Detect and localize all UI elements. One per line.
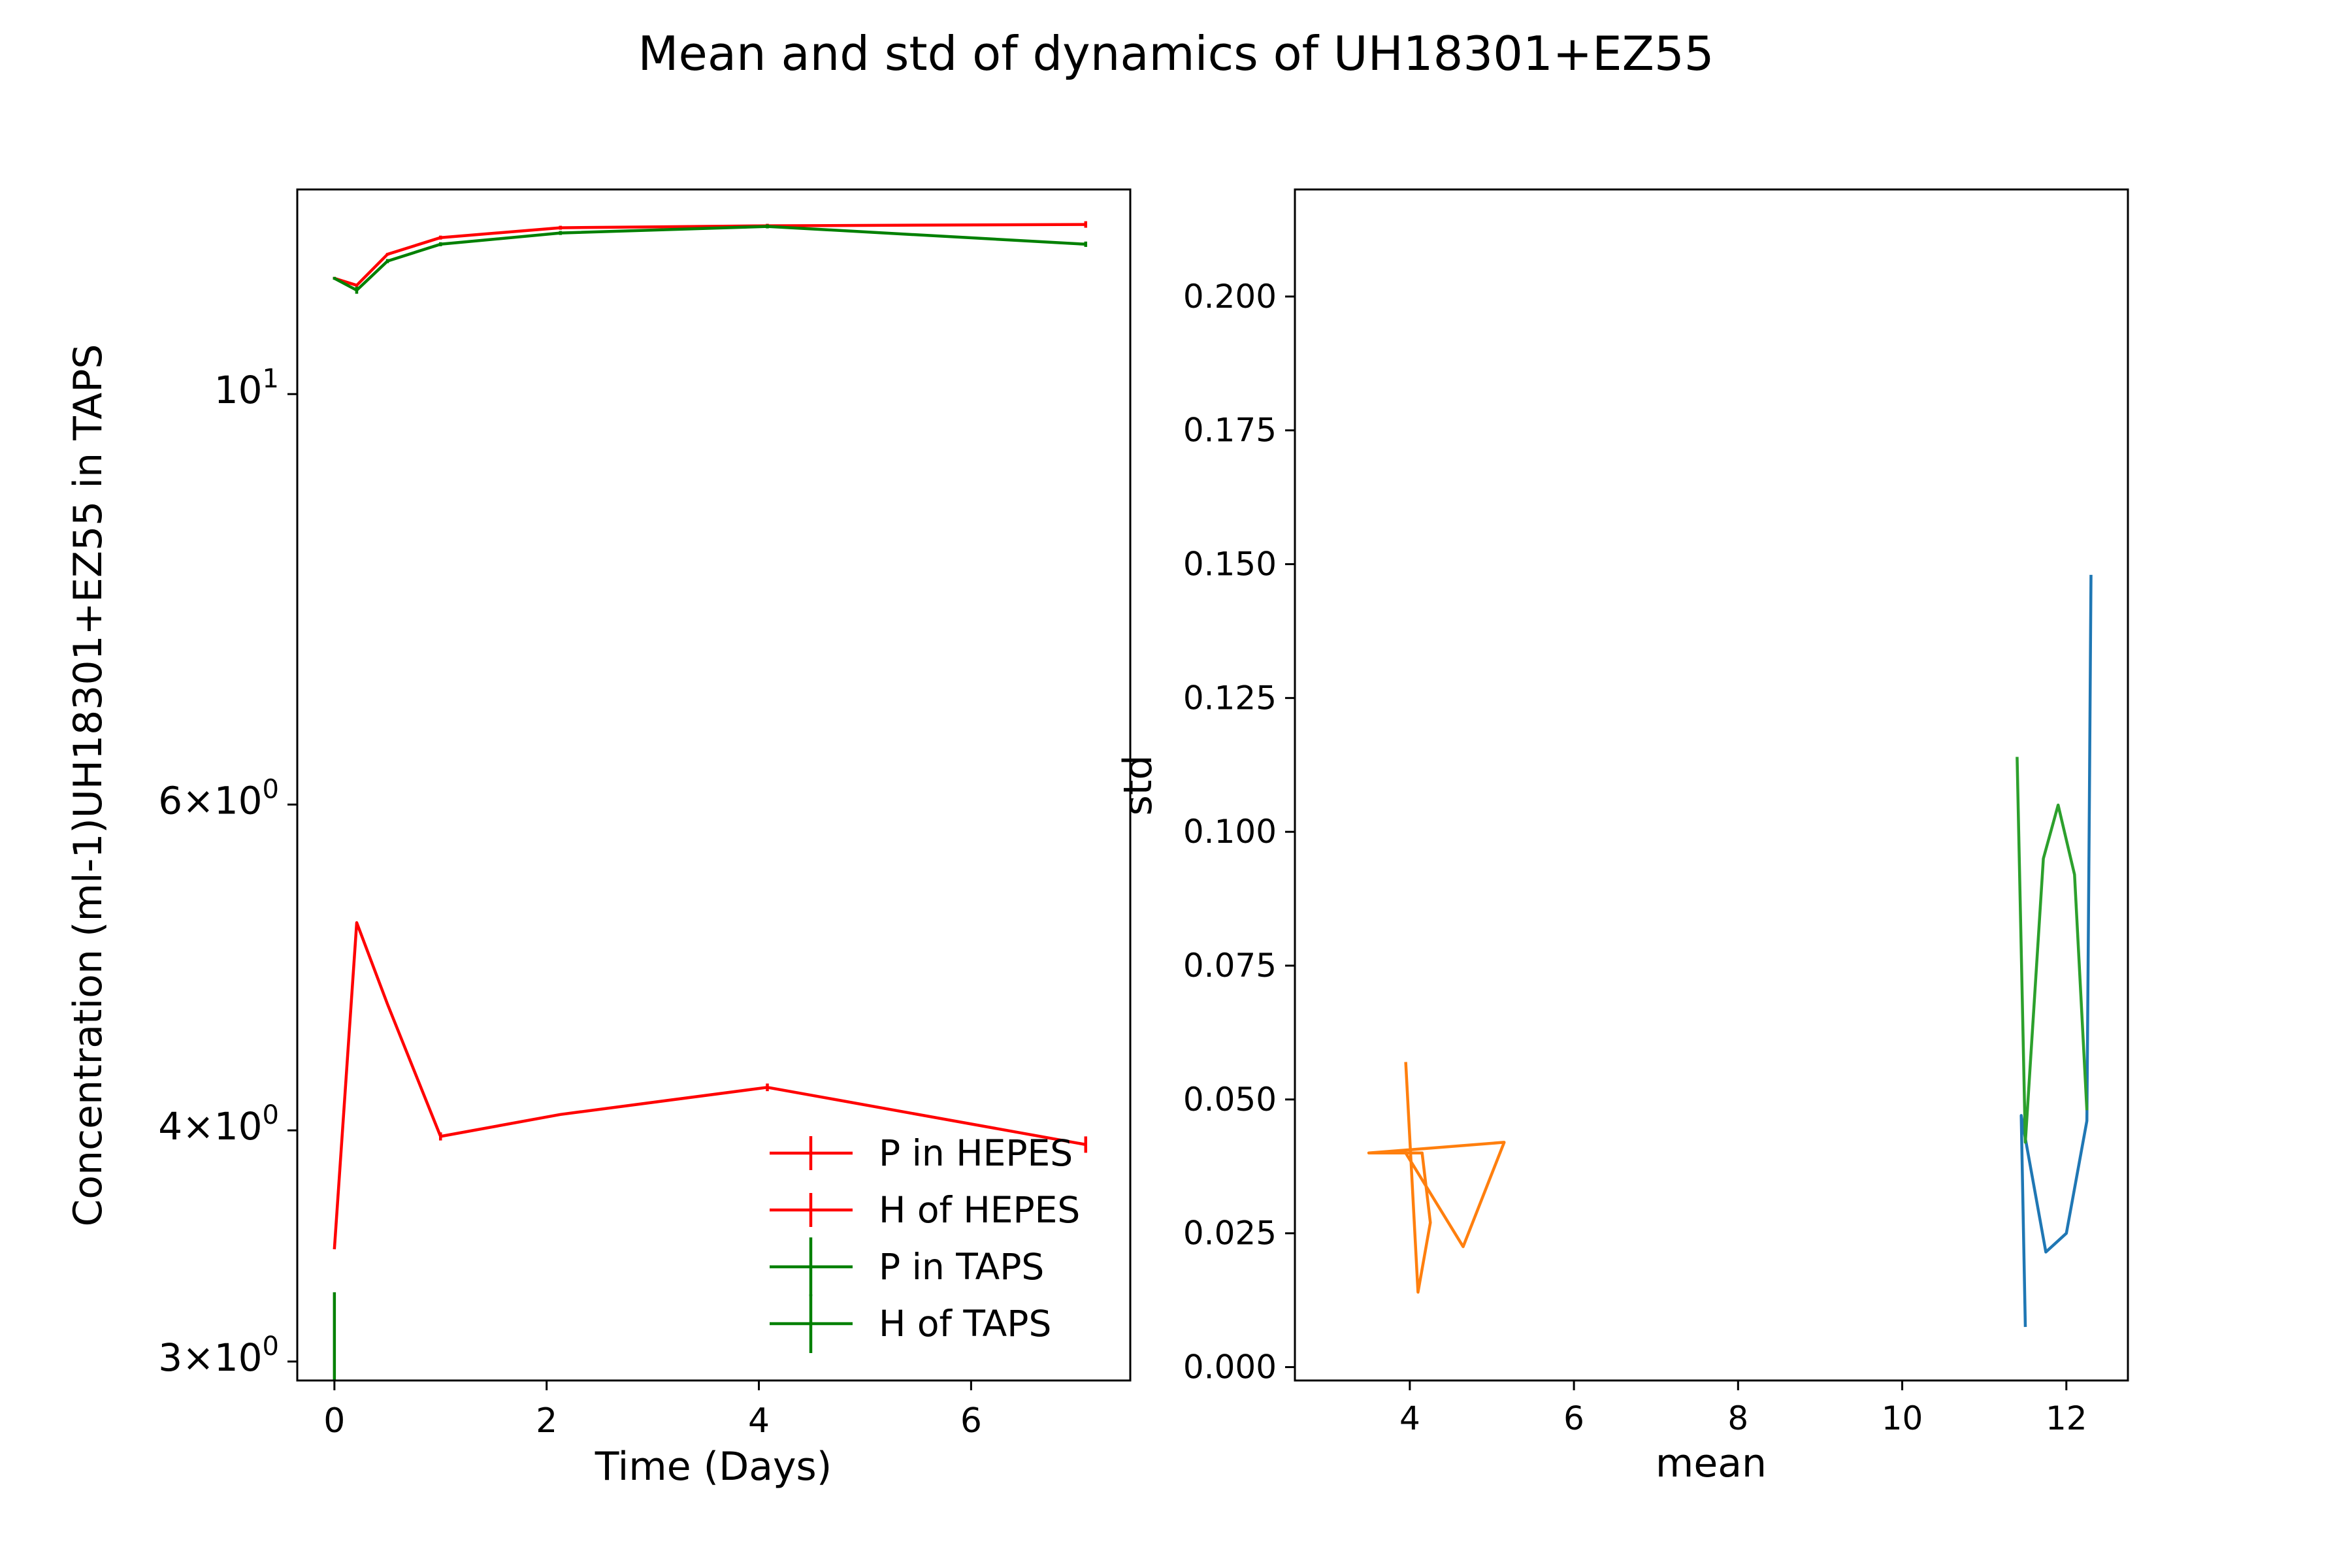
time-series-y-ticks: 3×100 4×100 6×100 101 xyxy=(158,364,297,1380)
x-tick-label: 10 xyxy=(1882,1399,1923,1437)
mean-std-x-ticks: 4 6 8 10 12 xyxy=(1399,1380,2087,1437)
legend-entry: P in TAPS xyxy=(770,1237,1044,1296)
figure-title: Mean and std of dynamics of UH18301+EZ55 xyxy=(638,26,1714,81)
y-tick-label: 0.125 xyxy=(1183,679,1277,717)
series-line-2 xyxy=(2016,757,2089,1144)
series-1 xyxy=(333,921,1088,1250)
time-series-x-ticks: 0 2 4 6 xyxy=(323,1380,982,1441)
mean-std-x-label: mean xyxy=(1656,1441,1767,1486)
y-tick-label: 0.050 xyxy=(1183,1081,1277,1119)
series-2 xyxy=(333,224,1088,294)
time-series-legend: P in HEPES H of HEPES P in TAPS H of TAPS xyxy=(770,1132,1080,1353)
x-tick-label: 4 xyxy=(748,1401,770,1441)
y-tick-label: 101 xyxy=(214,364,279,412)
series-line-1 xyxy=(1367,1062,1506,1294)
x-tick-label: 12 xyxy=(2046,1399,2087,1437)
x-tick-label: 8 xyxy=(1727,1399,1748,1437)
x-tick-label: 6 xyxy=(1563,1399,1584,1437)
y-tick-label: 0.075 xyxy=(1183,947,1277,985)
y-tick-label: 3×100 xyxy=(158,1331,279,1380)
legend-label: P in TAPS xyxy=(879,1246,1044,1288)
x-tick-label: 4 xyxy=(1399,1399,1420,1437)
mean-std-panel: 4 6 8 10 12 0.0000.0250.0500.0750.1000.1250.… xyxy=(1115,188,2129,1486)
x-tick-label: 2 xyxy=(536,1401,557,1441)
mean-std-y-ticks: 0.000 0.025 0.050 0.075 0.100 0.125 0.150 0.175… xyxy=(1183,278,1295,1386)
mean-std-y-label: std xyxy=(1115,755,1161,816)
y-tick-label: 0.200 xyxy=(1183,278,1277,316)
legend-entry: H of TAPS xyxy=(770,1294,1051,1353)
x-tick-label: 0 xyxy=(323,1401,345,1441)
y-tick-label: 0.175 xyxy=(1183,412,1277,449)
time-series-y-label: Concentration (ml-1)UH18301+EZ55 in TAPS xyxy=(65,344,111,1227)
legend-entry: P in HEPES xyxy=(770,1132,1073,1174)
y-tick-label: 0.150 xyxy=(1183,546,1277,583)
legend-entry: H of HEPES xyxy=(770,1189,1080,1231)
series-line-0 xyxy=(2019,574,2093,1328)
x-tick-label: 6 xyxy=(960,1401,982,1441)
y-tick-label: 0.025 xyxy=(1183,1215,1277,1252)
time-series-panel: 0 2 4 6 3×100 4×100 6×100 101 Time (Days) Conc… xyxy=(65,188,1132,1490)
y-tick-label: 0.100 xyxy=(1183,813,1277,851)
mean-std-marks xyxy=(1367,574,2093,1328)
y-tick-label: 0.000 xyxy=(1183,1348,1277,1386)
legend-label: H of HEPES xyxy=(879,1189,1080,1231)
time-series-frame xyxy=(296,188,1132,1382)
legend-label: H of TAPS xyxy=(879,1303,1051,1345)
time-series-x-label: Time (Days) xyxy=(595,1444,832,1490)
time-series-marks xyxy=(333,221,1088,1380)
mean-std-frame xyxy=(1294,188,2129,1382)
legend-label: P in HEPES xyxy=(879,1132,1073,1174)
y-tick-label: 6×100 xyxy=(158,774,279,823)
y-tick-label: 4×100 xyxy=(158,1100,279,1149)
